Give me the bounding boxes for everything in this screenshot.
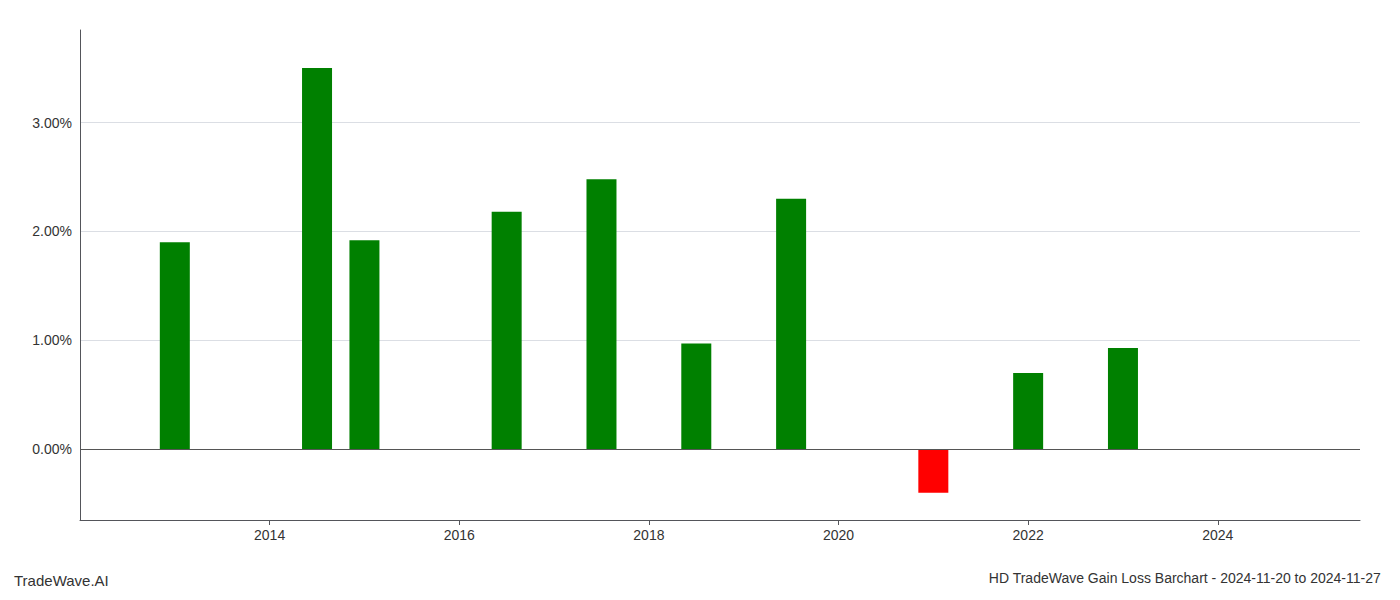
svg-text:2018: 2018 [633,527,664,543]
svg-text:3.00%: 3.00% [32,115,72,131]
svg-text:0.00%: 0.00% [32,441,72,457]
svg-text:1.00%: 1.00% [32,332,72,348]
svg-text:2.00%: 2.00% [32,223,72,239]
svg-text:TradeWave.AI: TradeWave.AI [14,572,109,589]
svg-text:2022: 2022 [1013,527,1044,543]
svg-text:2016: 2016 [444,527,475,543]
svg-text:2014: 2014 [254,527,285,543]
svg-text:2024: 2024 [1202,527,1233,543]
svg-text:HD TradeWave Gain Loss Barchar: HD TradeWave Gain Loss Barchart - 2024-1… [989,570,1381,586]
svg-text:2020: 2020 [823,527,854,543]
